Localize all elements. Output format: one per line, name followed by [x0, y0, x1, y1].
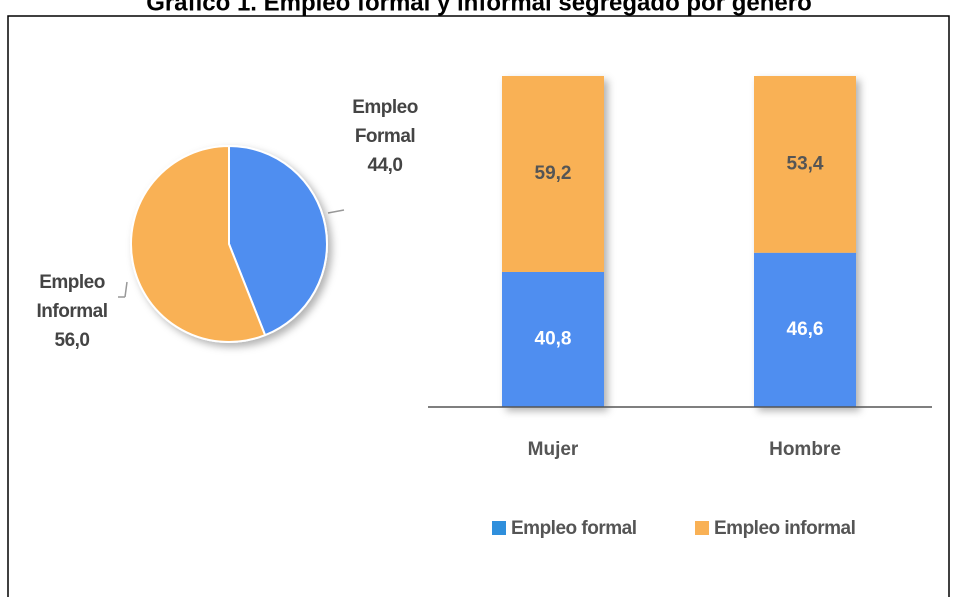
pie-category: Empleo Formal: [352, 97, 418, 147]
bar-stack: [754, 76, 856, 407]
legend-label: Empleo formal: [511, 518, 636, 539]
chart-title: Gráfico 1. Empleo formal y informal segr…: [146, 0, 811, 16]
data-label: 59,2: [535, 163, 572, 184]
x-tick-label: Mujer: [528, 439, 579, 460]
pie-value: 44,0: [367, 155, 403, 176]
bar-segment: [754, 252, 856, 407]
x-tick-label: Hombre: [769, 439, 841, 460]
bar-segment: [754, 76, 856, 253]
pie-slice: [130, 144, 267, 343]
pie-label: Empleo Informal 56,0: [22, 268, 122, 355]
pie-slice: [228, 144, 328, 337]
pie-value: 56,0: [54, 330, 90, 351]
bar-stack: [502, 76, 604, 407]
legend-swatch: [492, 521, 506, 535]
bar-segment: [502, 271, 604, 407]
pie-category: Empleo Informal: [36, 272, 108, 322]
pie: [130, 144, 328, 343]
data-label: 53,4: [787, 153, 824, 174]
frame: [7, 15, 950, 597]
data-label: 46,6: [787, 319, 824, 340]
pie-label: Empleo Formal 44,0: [335, 93, 435, 180]
leader-line: [327, 209, 345, 214]
data-label: 40,8: [535, 328, 572, 349]
leader-line: [124, 281, 128, 298]
legend-swatch: [695, 521, 709, 535]
bar-segment: [502, 76, 604, 272]
legend-label: Empleo informal: [714, 518, 855, 539]
